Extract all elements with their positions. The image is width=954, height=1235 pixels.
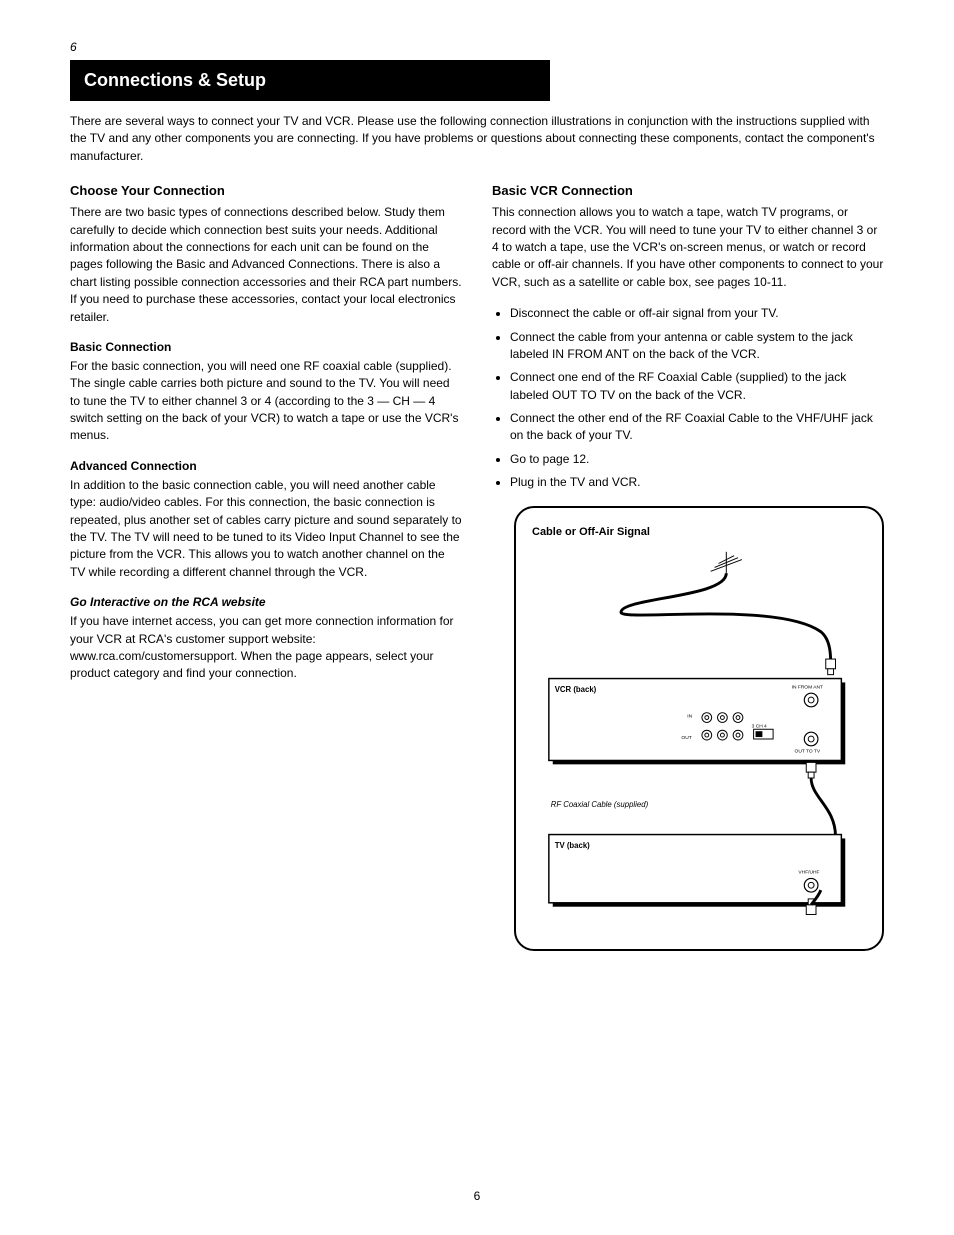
- list-item: Connect one end of the RF Coaxial Cable …: [510, 369, 884, 404]
- vcr-back-label: VCR (back): [555, 685, 597, 694]
- choose-connection-head: Choose Your Connection: [70, 183, 462, 198]
- steps-list: Disconnect the cable or off-air signal f…: [492, 305, 884, 492]
- choose-connection-body: There are two basic types of connections…: [70, 204, 462, 326]
- diagram-title: Cable or Off-Air Signal: [532, 526, 866, 538]
- section-header-title: Connections & Setup: [84, 70, 536, 91]
- page-footer-number: 6: [474, 1189, 481, 1203]
- basic-vcr-connection-body: This connection allows you to watch a ta…: [492, 204, 884, 291]
- tip-body: If you have internet access, you can get…: [70, 613, 462, 683]
- tip-head: Go Interactive on the RCA website: [70, 595, 462, 609]
- rf-cable-note: RF Coaxial Cable (supplied): [551, 800, 649, 809]
- list-item: Plug in the TV and VCR.: [510, 474, 884, 491]
- basic-vcr-connection-head: Basic VCR Connection: [492, 183, 884, 198]
- advanced-connection-head: Advanced Connection: [70, 459, 462, 473]
- diagram-svg: VCR (back) IN FROM ANT IN OUT: [532, 544, 866, 934]
- basic-connection-head: Basic Connection: [70, 340, 462, 354]
- svg-text:OUT: OUT: [681, 735, 691, 741]
- page-number-top: 6: [70, 40, 77, 54]
- connection-diagram: Cable or Off-Air Signal: [514, 506, 884, 951]
- tv-back-label: TV (back): [555, 841, 590, 850]
- list-item: Go to page 12.: [510, 451, 884, 468]
- section-header-bar: Connections & Setup: [70, 60, 550, 101]
- in-from-ant-label: IN FROM ANT: [792, 684, 823, 690]
- list-item: Connect the other end of the RF Coaxial …: [510, 410, 884, 445]
- svg-text:IN: IN: [687, 713, 692, 719]
- advanced-connection-body: In addition to the basic connection cabl…: [70, 477, 462, 581]
- list-item: Disconnect the cable or off-air signal f…: [510, 305, 884, 322]
- svg-text:3 CH 4: 3 CH 4: [752, 723, 767, 729]
- list-item: Connect the cable from your antenna or c…: [510, 329, 884, 364]
- basic-connection-body: For the basic connection, you will need …: [70, 358, 462, 445]
- vhf-uhf-label: VHF/UHF: [798, 869, 819, 875]
- intro-paragraph: There are several ways to connect your T…: [70, 113, 880, 165]
- out-to-tv-label: OUT TO TV: [795, 748, 821, 754]
